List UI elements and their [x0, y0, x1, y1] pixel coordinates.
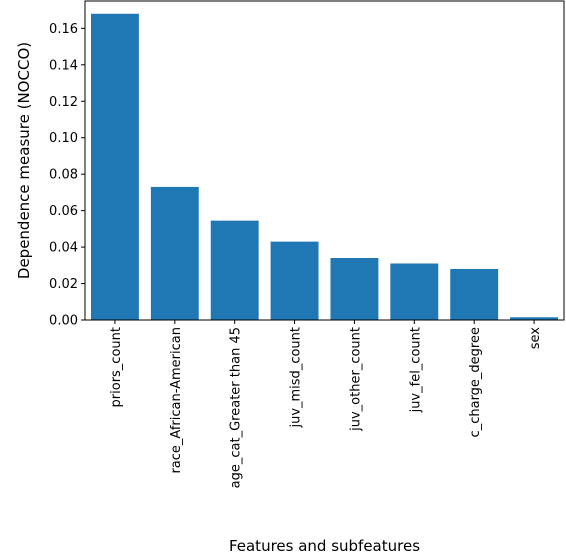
x-tick-label: c_charge_degree	[468, 327, 483, 437]
y-tick-label: 0.06	[49, 204, 78, 219]
x-tick-label: race_African-American	[169, 327, 184, 474]
bar-priors-count	[90, 13, 139, 320]
x-tick-label: priors_count	[109, 327, 124, 407]
y-tick-label: 0.04	[49, 241, 78, 256]
bar-age-cat-greater-than-45	[210, 220, 259, 320]
x-tick-label: juv_other_count	[348, 327, 363, 432]
plot-frame	[84, 0, 565, 321]
y-tick-label: 0.14	[49, 58, 78, 73]
y-tick-label: 0.16	[49, 22, 78, 37]
x-axis-label: Features and subfeatures	[229, 537, 420, 555]
bar-juv-fel-count	[390, 263, 439, 320]
bar-juv-other-count	[330, 258, 379, 320]
bar-c-charge-degree	[450, 268, 499, 320]
x-tick-label: age_cat_Greater than 45	[229, 327, 244, 488]
y-tick-label: 0.00	[49, 314, 78, 329]
x-tick-label: sex	[528, 327, 543, 350]
y-tick-label: 0.12	[49, 95, 78, 110]
x-tick-label: juv_misd_count	[289, 327, 304, 429]
bar-race-african-american	[150, 186, 199, 320]
y-tick-label: 0.02	[49, 277, 78, 292]
x-tick-label: juv_fel_count	[408, 327, 423, 413]
y-tick-label: 0.10	[49, 131, 78, 146]
y-axis-label: Dependence measure (NOCCO)	[15, 42, 33, 279]
bar-sex	[510, 317, 559, 320]
bar-juv-misd-count	[270, 241, 319, 320]
y-tick-label: 0.08	[49, 168, 78, 183]
